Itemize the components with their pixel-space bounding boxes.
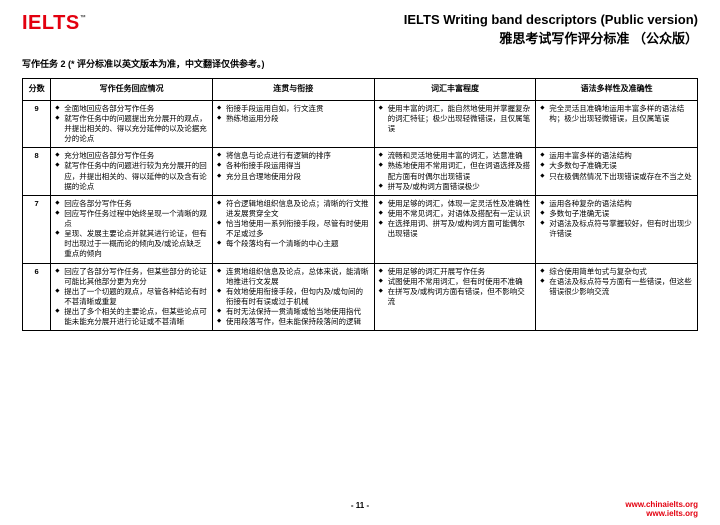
cell: 运用各种复杂的语法结构多数句子准确无误对语法及标点符号掌握较好，但有时出现少许错… bbox=[536, 195, 698, 263]
cell: 使用丰富的词汇，能自然地使用并掌握复杂的词汇特征；极少出现轻微错误，且仅属笔误 bbox=[374, 100, 536, 148]
footer-urls: www.chinaielts.org www.ielts.org bbox=[625, 501, 698, 519]
col-coherence: 连贯与衔接 bbox=[212, 79, 374, 101]
title-zh: 雅思考试写作评分标准 （公众版） bbox=[404, 28, 698, 47]
cell: 流畅和灵活地使用丰富的词汇，达意准确熟练地使用不常用词汇，但在词语选择及搭配方面… bbox=[374, 148, 536, 196]
list-item: 熟练地使用不常用词汇，但在词语选择及搭配方面有时偶尔出现错误 bbox=[379, 161, 532, 181]
band-cell: 9 bbox=[23, 100, 51, 148]
list-item: 流畅和灵活地使用丰富的词汇，达意准确 bbox=[379, 151, 532, 161]
table-header-row: 分数 写作任务回应情况 连贯与衔接 词汇丰富程度 语法多样性及准确性 bbox=[23, 79, 698, 101]
list-item: 衔接手段运用自如，行文连贯 bbox=[217, 104, 370, 114]
subtitle: 写作任务 2 (* 评分标准以英文版本为准，中文翻译仅供参考。) bbox=[22, 57, 698, 70]
cell: 综合使用简单句式与复杂句式在语法及标点符号方面有一些错误，但这些错误很少影响交流 bbox=[536, 263, 698, 331]
list-item: 在选择用词、拼写及/或构词方面可能偶尔出现错误 bbox=[379, 219, 532, 239]
col-task: 写作任务回应情况 bbox=[51, 79, 213, 101]
list-item: 有时无法保持一贯清晰或恰当地使用指代 bbox=[217, 307, 370, 317]
list-item: 全面地回应各部分写作任务 bbox=[55, 104, 208, 114]
list-item: 提出了一个切题的观点，尽管各种结论有时不甚清晰或重复 bbox=[55, 287, 208, 307]
list-item: 多数句子准确无误 bbox=[540, 209, 693, 219]
list-item: 就写作任务中的问题提出充分展开的观点，并提出相关的、得以充分延伸的以及论据充分的… bbox=[55, 114, 208, 144]
list-item: 就写作任务中的问题进行较为充分展开的回应，并提出相关的、得以延伸的以及含有论据的… bbox=[55, 161, 208, 191]
list-item: 将信息与论点进行有逻辑的排序 bbox=[217, 151, 370, 161]
col-grammar: 语法多样性及准确性 bbox=[536, 79, 698, 101]
page-number: - 11 - bbox=[351, 501, 369, 510]
cell: 充分地回应各部分写作任务就写作任务中的问题进行较为充分展开的回应，并提出相关的、… bbox=[51, 148, 213, 196]
list-item: 回应了各部分写作任务，但某些部分的论证可能比其他部分更为充分 bbox=[55, 267, 208, 287]
title-block: IELTS Writing band descriptors (Public v… bbox=[404, 12, 698, 47]
list-item: 使用段落写作，但未能保持段落间的逻辑 bbox=[217, 317, 370, 327]
list-item: 符合逻辑地组织信息及论点；清晰的行文推进发展贯穿全文 bbox=[217, 199, 370, 219]
cell: 回应了各部分写作任务，但某些部分的论证可能比其他部分更为充分提出了一个切题的观点… bbox=[51, 263, 213, 331]
list-item: 在拼写及/或构词方面有错误，但不影响交流 bbox=[379, 287, 532, 307]
band-cell: 6 bbox=[23, 263, 51, 331]
list-item: 运用各种复杂的语法结构 bbox=[540, 199, 693, 209]
list-item: 完全灵活且准确地运用丰富多样的语法结构；极少出现轻微错误，且仅属笔误 bbox=[540, 104, 693, 124]
list-item: 各种衔接手段运用得当 bbox=[217, 161, 370, 171]
list-item: 试图使用不常用词汇，但有时使用不准确 bbox=[379, 277, 532, 287]
list-item: 使用不常见词汇，对语体及搭配有一定认识 bbox=[379, 209, 532, 219]
title-en: IELTS Writing band descriptors (Public v… bbox=[404, 12, 698, 27]
list-item: 提出了多个相关的主要论点，但某些论点可能未能充分展开进行论证或不甚清晰 bbox=[55, 307, 208, 327]
list-item: 每个段落均有一个清晰的中心主题 bbox=[217, 239, 370, 249]
list-item: 使用足够的词汇开展写作任务 bbox=[379, 267, 532, 277]
list-item: 充分且合理地使用分段 bbox=[217, 172, 370, 182]
list-item: 呈现、发展主要论点并就其进行论证，但有时出现过于一概而论的倾向及/或论点缺乏重点… bbox=[55, 229, 208, 259]
cell: 完全灵活且准确地运用丰富多样的语法结构；极少出现轻微错误，且仅属笔误 bbox=[536, 100, 698, 148]
header: IELTS™ IELTS Writing band descriptors (P… bbox=[22, 12, 698, 47]
col-lexical: 词汇丰富程度 bbox=[374, 79, 536, 101]
descriptors-table: 分数 写作任务回应情况 连贯与衔接 词汇丰富程度 语法多样性及准确性 9全面地回… bbox=[22, 78, 698, 331]
table-row: 7回应各部分写作任务回应写作任务过程中始终呈现一个清晰的观点呈现、发展主要论点并… bbox=[23, 195, 698, 263]
cell: 使用足够的词汇，体现一定灵活性及准确性使用不常见词汇，对语体及搭配有一定认识在选… bbox=[374, 195, 536, 263]
list-item: 熟练地运用分段 bbox=[217, 114, 370, 124]
list-item: 只在极偶然情况下出现错误或存在不当之处 bbox=[540, 172, 693, 182]
list-item: 回应各部分写作任务 bbox=[55, 199, 208, 209]
list-item: 有效地使用衔接手段，但句内及/或句间的衔接有时有误或过于机械 bbox=[217, 287, 370, 307]
list-item: 回应写作任务过程中始终呈现一个清晰的观点 bbox=[55, 209, 208, 229]
list-item: 对语法及标点符号掌握较好，但有时出现少许错误 bbox=[540, 219, 693, 239]
cell: 连贯地组织信息及论点，总体来说，能清晰地推进行文发展有效地使用衔接手段，但句内及… bbox=[212, 263, 374, 331]
list-item: 恰当地使用一系列衔接手段，尽管有时使用不足或过多 bbox=[217, 219, 370, 239]
band-cell: 8 bbox=[23, 148, 51, 196]
cell: 使用足够的词汇开展写作任务试图使用不常用词汇，但有时使用不准确在拼写及/或构词方… bbox=[374, 263, 536, 331]
list-item: 综合使用简单句式与复杂句式 bbox=[540, 267, 693, 277]
list-item: 使用丰富的词汇，能自然地使用并掌握复杂的词汇特征；极少出现轻微错误，且仅属笔误 bbox=[379, 104, 532, 134]
logo: IELTS™ bbox=[22, 12, 86, 35]
list-item: 连贯地组织信息及论点，总体来说，能清晰地推进行文发展 bbox=[217, 267, 370, 287]
col-band: 分数 bbox=[23, 79, 51, 101]
footer: - 11 - www.chinaielts.org www.ielts.org bbox=[22, 501, 698, 519]
cell: 将信息与论点进行有逻辑的排序各种衔接手段运用得当充分且合理地使用分段 bbox=[212, 148, 374, 196]
list-item: 使用足够的词汇，体现一定灵活性及准确性 bbox=[379, 199, 532, 209]
cell: 符合逻辑地组织信息及论点；清晰的行文推进发展贯穿全文恰当地使用一系列衔接手段，尽… bbox=[212, 195, 374, 263]
list-item: 大多数句子准确无误 bbox=[540, 161, 693, 171]
band-cell: 7 bbox=[23, 195, 51, 263]
list-item: 拼写及/或构词方面错误极少 bbox=[379, 182, 532, 192]
url-2: www.ielts.org bbox=[625, 510, 698, 519]
table-row: 8充分地回应各部分写作任务就写作任务中的问题进行较为充分展开的回应，并提出相关的… bbox=[23, 148, 698, 196]
list-item: 在语法及标点符号方面有一些错误，但这些错误很少影响交流 bbox=[540, 277, 693, 297]
cell: 回应各部分写作任务回应写作任务过程中始终呈现一个清晰的观点呈现、发展主要论点并就… bbox=[51, 195, 213, 263]
cell: 衔接手段运用自如，行文连贯熟练地运用分段 bbox=[212, 100, 374, 148]
table-row: 6回应了各部分写作任务，但某些部分的论证可能比其他部分更为充分提出了一个切题的观… bbox=[23, 263, 698, 331]
table-row: 9全面地回应各部分写作任务就写作任务中的问题提出充分展开的观点，并提出相关的、得… bbox=[23, 100, 698, 148]
cell: 全面地回应各部分写作任务就写作任务中的问题提出充分展开的观点，并提出相关的、得以… bbox=[51, 100, 213, 148]
list-item: 充分地回应各部分写作任务 bbox=[55, 151, 208, 161]
cell: 运用丰富多样的语法结构大多数句子准确无误只在极偶然情况下出现错误或存在不当之处 bbox=[536, 148, 698, 196]
list-item: 运用丰富多样的语法结构 bbox=[540, 151, 693, 161]
